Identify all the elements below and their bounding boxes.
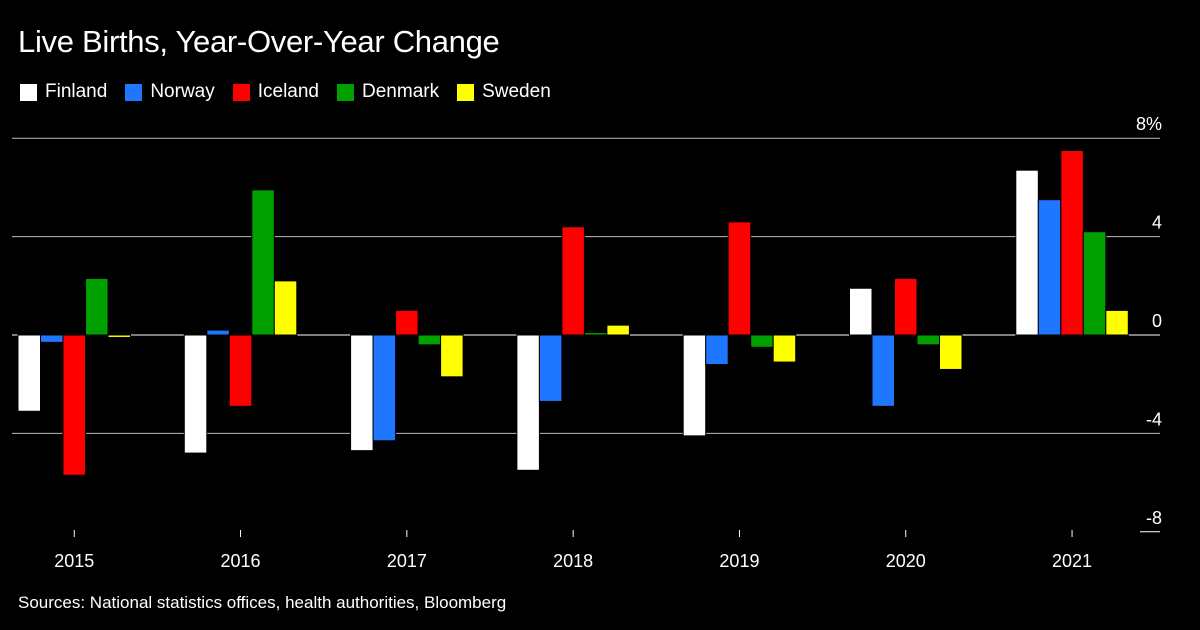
bar-norway-2017	[372, 334, 397, 442]
bar-finland-2018	[516, 334, 540, 471]
y-tick-label: -4	[1146, 409, 1162, 429]
x-tick-label: 2021	[1052, 551, 1092, 571]
x-tick-label: 2020	[886, 551, 926, 571]
bar-sweden-2021	[1105, 309, 1129, 336]
y-tick-label: 4	[1152, 213, 1162, 233]
bar-iceland-2020	[894, 277, 918, 336]
legend-item-sweden: Sweden	[457, 81, 551, 103]
bar-norway-2019	[705, 334, 729, 366]
bar-finland-2016	[183, 334, 208, 454]
bar-denmark-2019	[750, 334, 774, 348]
legend-item-finland: Finland	[20, 81, 107, 103]
legend-label: Norway	[150, 81, 215, 102]
chart-title: Live Births, Year-Over-Year Change	[18, 24, 500, 59]
bar-denmark-2018	[583, 332, 608, 336]
legend-label: Iceland	[257, 81, 320, 102]
bar-norway-2016	[206, 329, 230, 336]
y-tick-label: -8	[1146, 508, 1162, 528]
bar-iceland-2017	[395, 309, 419, 336]
bar-sweden-2017	[440, 334, 464, 378]
x-tick-label: 2018	[553, 551, 593, 571]
bar-sweden-2018	[606, 324, 630, 336]
bar-denmark-2017	[417, 334, 442, 346]
legend: Finland Norway Iceland Denmark Sweden	[20, 81, 569, 103]
bar-finland-2017	[350, 334, 374, 452]
bar-iceland-2018	[561, 226, 585, 336]
legend-swatch	[125, 83, 143, 101]
bar-iceland-2015	[62, 334, 86, 476]
bar-denmark-2016	[251, 189, 275, 336]
bar-sweden-2020	[939, 334, 963, 370]
bar-sweden-2015	[107, 334, 131, 338]
bar-iceland-2021	[1060, 150, 1084, 336]
bar-denmark-2021	[1082, 231, 1107, 336]
legend-swatch	[232, 83, 250, 101]
legend-swatch	[20, 83, 37, 101]
legend-item-norway: Norway	[125, 81, 215, 103]
bar-sweden-2016	[273, 280, 298, 336]
legend-label: Denmark	[362, 81, 440, 102]
y-tick-label: 8%	[1136, 114, 1162, 134]
legend-item-denmark: Denmark	[337, 81, 439, 103]
bar-finland-2020	[849, 287, 873, 336]
bar-finland-2015	[17, 334, 41, 412]
bar-finland-2019	[682, 334, 707, 437]
bar-norway-2018	[538, 334, 563, 402]
x-tick-label: 2019	[719, 551, 759, 571]
bar-norway-2020	[871, 334, 895, 407]
legend-swatch	[337, 83, 355, 101]
legend-swatch	[457, 83, 475, 101]
bar-norway-2021	[1037, 199, 1062, 336]
x-tick-label: 2017	[387, 551, 427, 571]
legend-label: Sweden	[482, 81, 551, 102]
bar-denmark-2020	[916, 334, 940, 346]
x-tick-label: 2016	[221, 551, 261, 571]
bar-iceland-2019	[727, 221, 752, 336]
legend-item-iceland: Iceland	[232, 81, 320, 103]
source-note: Sources: National statistics offices, he…	[18, 593, 507, 612]
bar-norway-2015	[40, 334, 64, 343]
y-tick-label: 0	[1152, 311, 1162, 331]
bar-sweden-2019	[772, 334, 797, 363]
legend-label: Finland	[45, 81, 108, 102]
x-tick-label: 2015	[54, 551, 94, 571]
bar-finland-2021	[1015, 169, 1039, 336]
bar-iceland-2016	[228, 334, 253, 407]
bar-denmark-2015	[85, 277, 109, 336]
